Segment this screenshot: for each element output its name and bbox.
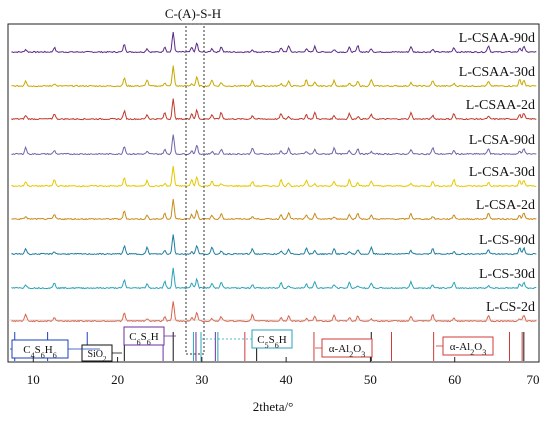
ref-label-c6s6h: C6S6H — [123, 326, 165, 347]
ref-label-sio2-text: SiO2 — [87, 349, 107, 363]
series-group — [11, 31, 537, 323]
csh-highlight-box — [185, 23, 205, 355]
ref-label-sio2: SiO2 — [81, 344, 113, 363]
series-label: L-CSAA-90d — [459, 31, 535, 46]
series-line — [11, 301, 537, 323]
x-tick-label: 60 — [448, 372, 461, 387]
ref-label-al2o3-1-text: α-Al2O3 — [329, 343, 365, 359]
series-line — [11, 31, 537, 54]
series-label: L-CSAA-30d — [459, 65, 535, 80]
ref-label-al2o3-2-text: α-Al2O3 — [450, 341, 486, 357]
ref-label-al2o3-1: α-Al2O3 — [321, 338, 373, 359]
series-label-group: L-CSAA-90d L-CSAA-30d L-CSAA-2d L-CSA-90d L-… — [459, 31, 535, 315]
x-tick-label: 50 — [364, 372, 377, 387]
series-label: L-CSA-90d — [469, 133, 535, 148]
plot-frame — [7, 23, 540, 363]
csh-annotation: C-(A)-S-H — [165, 6, 221, 21]
series-line — [11, 267, 537, 290]
series-label: L-CSA-2d — [476, 198, 535, 213]
series-label: L-CSA-30d — [469, 165, 535, 180]
x-tick-label: 10 — [27, 372, 40, 387]
x-axis-title: 2theta/° — [253, 399, 294, 414]
x-tick-label: 40 — [280, 372, 293, 387]
ref-label-c4s6h6: C4S6H6 — [11, 339, 69, 360]
x-axis-ticks: 10 20 30 40 50 60 70 — [27, 357, 540, 387]
series-label: L-CS-90d — [479, 233, 535, 248]
series-label: L-CS-2d — [486, 300, 535, 315]
x-tick-label: 70 — [527, 372, 540, 387]
series-label: L-CS-30d — [479, 267, 535, 282]
series-line — [11, 165, 537, 188]
series-line — [11, 234, 537, 256]
series-line — [11, 198, 537, 221]
series-line — [11, 65, 537, 88]
x-tick-label: 30 — [195, 372, 208, 387]
series-label: L-CSAA-2d — [466, 98, 535, 113]
series-line — [11, 98, 537, 121]
x-tick-label: 20 — [111, 372, 124, 387]
ref-label-al2o3-2: α-Al2O3 — [442, 336, 494, 357]
ref-label-c5s6h: C5S6H — [251, 329, 293, 350]
series-line — [11, 134, 537, 156]
ref-connectors — [10, 335, 443, 354]
